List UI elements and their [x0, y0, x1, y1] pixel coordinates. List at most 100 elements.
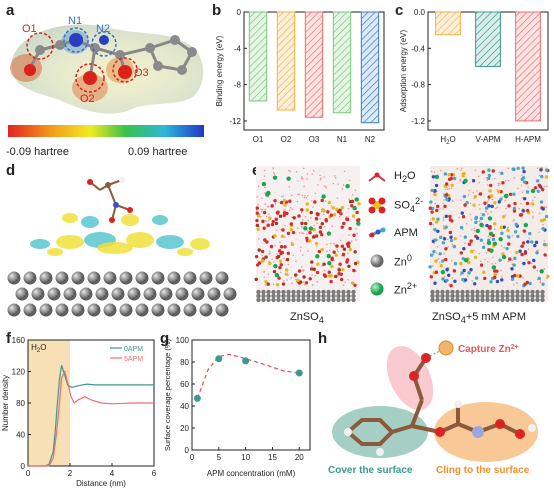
md-molecule-dot: [478, 192, 483, 196]
md-molecule-dot: [539, 200, 544, 204]
md-molecule-dot: [522, 261, 526, 266]
md-molecule-dot: [271, 219, 275, 224]
bar-o1: [248, 11, 268, 102]
zn-ion-dot: [356, 221, 361, 226]
zn-slab-atom: [15, 287, 29, 301]
zn-slab-atom: [296, 289, 301, 295]
md-molecule-dot: [265, 240, 269, 244]
series-line-5apm: [28, 369, 154, 467]
water-dot: [433, 171, 436, 173]
water-dot: [271, 258, 273, 260]
zn-slab-atom: [500, 293, 505, 299]
water-dot: [503, 246, 505, 249]
md-molecule-dot: [345, 258, 350, 262]
md-molecule-dot: [318, 225, 323, 230]
water-dot: [301, 232, 303, 234]
water-dot: [298, 193, 301, 196]
water-dot: [439, 169, 442, 172]
zn-slab-atom: [460, 297, 465, 303]
md-molecule-dot: [289, 227, 294, 232]
water-dot: [295, 260, 297, 263]
water-dot: [295, 170, 298, 173]
water-dot: [502, 195, 504, 198]
y-axis-label: Binding energy (eV): [215, 35, 224, 106]
zn-slab-atom: [525, 289, 530, 295]
water-dot: [289, 170, 292, 173]
panel-letter-g: g: [160, 330, 170, 347]
panel-a-esp-map: O1 N1 N2 O2 O3 -0.09 hartree 0.09 hartre…: [0, 0, 210, 160]
md-molecule-dot: [279, 245, 284, 249]
water-dot: [473, 229, 476, 232]
zn-slab-atom: [510, 297, 515, 303]
md-molecule-dot: [445, 197, 449, 202]
water-dot: [256, 196, 259, 198]
apm-atom: [87, 179, 93, 185]
md-molecule-dot: [335, 207, 339, 212]
md-molecule-dot: [329, 213, 334, 217]
esp-surface-figure: O1 N1 N2 O2 O3 -0.09 hartree 0.09 hartre…: [6, 15, 204, 158]
md-molecule-dot: [334, 274, 338, 279]
water-dot: [469, 202, 472, 205]
zn-slab-atom: [445, 297, 450, 303]
water-dot: [515, 281, 518, 284]
zn-slab-atom: [470, 289, 475, 295]
md-molecule-dot: [327, 200, 332, 205]
zn-slab-atom: [505, 289, 510, 295]
md-molecule-dot: [314, 241, 319, 246]
zn-slab-atom: [321, 289, 326, 295]
zn-slab-atom: [301, 297, 306, 303]
panel-letter-h: h: [318, 330, 328, 347]
md-molecule-dot: [521, 241, 526, 245]
md-molecule-dot: [472, 203, 476, 207]
zn-ion-dot: [491, 265, 497, 270]
zn-slab-atom: [336, 293, 341, 299]
water-dot: [497, 182, 500, 185]
md-molecule-dot: [474, 276, 479, 280]
md-molecule-dot: [350, 281, 355, 285]
water-dot: [486, 179, 488, 182]
water-dot: [300, 246, 302, 248]
md-molecule-dot: [300, 221, 304, 226]
data-point: [295, 369, 303, 377]
y-tick-label: 0: [237, 8, 242, 17]
zn-slab-atom: [510, 289, 515, 295]
md-molecule-dot: [474, 216, 478, 221]
zn-slab-atom: [495, 297, 500, 303]
md-molecule-dot: [283, 203, 287, 207]
md-molecule-dot: [441, 277, 445, 281]
water-dot: [501, 276, 503, 278]
md-molecule-dot: [481, 245, 486, 250]
water-dot: [517, 187, 519, 190]
o1-highlight-circle: [26, 32, 54, 60]
apm-atom: [109, 217, 115, 223]
md-molecule-dot: [508, 257, 512, 261]
y-axis-label: Number density: [1, 375, 10, 431]
zn-slab-atom: [281, 289, 286, 295]
zn-slab-atom: [450, 293, 455, 299]
md-molecule-dot: [470, 249, 474, 254]
zn-ion-dot: [503, 193, 509, 199]
water-dot: [433, 242, 436, 245]
md-molecule-dot: [262, 210, 267, 215]
water-dot: [267, 219, 270, 222]
md-molecule-dot: [429, 253, 434, 257]
md-molecule-dot: [342, 247, 347, 251]
x-tick-label: 5: [217, 453, 222, 462]
x-tick-label: 15: [268, 453, 277, 462]
md-molecule-dot: [479, 216, 484, 221]
zn-slab-atom: [530, 289, 535, 295]
x-tick-label: H2O: [440, 135, 455, 146]
water-dot: [332, 242, 335, 245]
water-dot: [471, 228, 473, 231]
zn-ion-dot: [501, 254, 507, 260]
md-molecule-dot: [322, 262, 326, 266]
water-dot: [504, 199, 506, 202]
md-molecule-dot: [278, 259, 283, 264]
md-molecule-dot: [526, 240, 530, 244]
zn-slab-atom: [490, 293, 495, 299]
md-molecule-dot: [460, 211, 464, 215]
zn-ion-dot: [488, 231, 494, 237]
zn-slab-atom: [490, 297, 495, 303]
water-dot: [484, 258, 486, 261]
md-molecule-dot: [255, 263, 260, 267]
